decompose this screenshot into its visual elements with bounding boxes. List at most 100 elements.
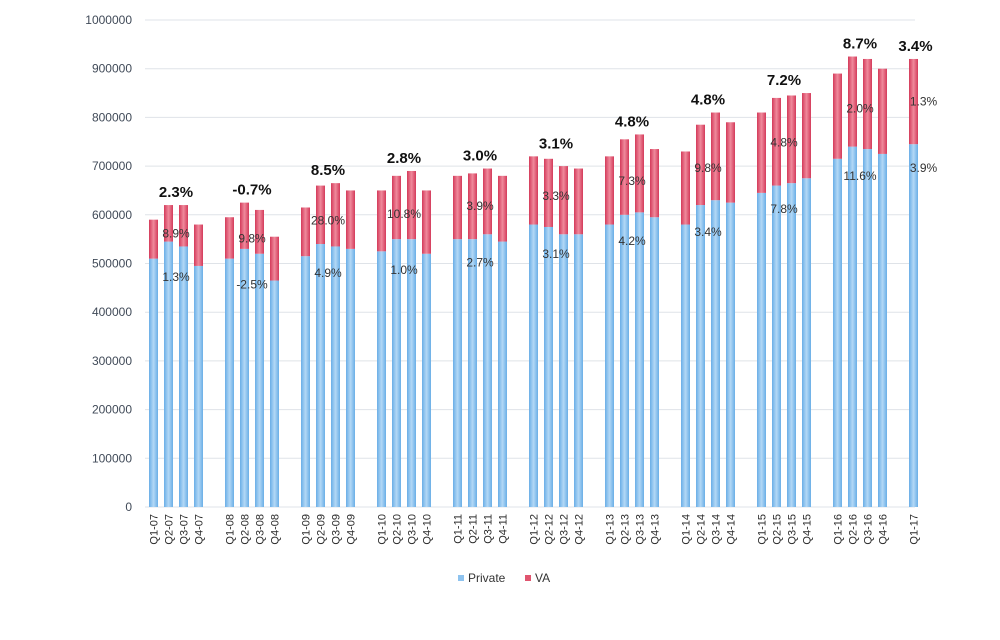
growth-label: 3.1%	[539, 135, 573, 152]
bar-private	[164, 241, 173, 507]
x-tick-label: Q1-11	[453, 514, 465, 544]
growth-label: 4.8%	[691, 92, 725, 109]
bar-private	[909, 144, 918, 507]
bar-private	[453, 239, 462, 507]
growth-label: 7.2%	[767, 72, 801, 89]
x-tick-label: Q4-07	[194, 514, 206, 545]
x-tick-label: Q4-12	[574, 514, 586, 545]
bar-private	[346, 248, 355, 507]
bar-va	[422, 190, 431, 254]
private-growth-label: 2.7%	[466, 256, 494, 270]
y-tick-label: 800000	[92, 110, 132, 124]
bar-va	[802, 93, 811, 179]
growth-label: 2.8%	[387, 150, 421, 167]
bar-private	[772, 185, 781, 507]
x-tick-label: Q2-15	[772, 514, 784, 545]
va-growth-label: 1.3%	[910, 95, 938, 109]
x-tick-label: Q2-07	[164, 514, 176, 545]
private-growth-label: -2.5%	[236, 277, 268, 291]
bar-va	[787, 95, 796, 184]
legend-swatch-private	[458, 575, 464, 581]
va-growth-label: 10.8%	[387, 207, 421, 221]
bar-va	[772, 97, 781, 186]
x-axis-ticks: Q1-07 Q2-07 Q3-07 Q4-07 Q1-08 Q2-08 Q3-08 Q4-08…	[149, 514, 921, 545]
growth-label: 3.0%	[463, 148, 497, 165]
bar-va	[270, 236, 279, 281]
y-tick-label: 900000	[92, 62, 132, 76]
bar-va	[149, 219, 158, 259]
private-growth-label: 3.1%	[542, 247, 570, 261]
y-axis-ticks: 0 100000 200000 300000 400000 500000 600000 700…	[85, 13, 132, 514]
x-tick-label: Q3-14	[711, 514, 723, 545]
x-tick-label: Q1-09	[301, 514, 313, 545]
bar-private	[696, 205, 705, 507]
bar-private	[574, 234, 583, 507]
x-tick-label: Q2-14	[696, 514, 708, 545]
bar-private	[544, 226, 553, 507]
va-growth-label: 3.3%	[542, 189, 570, 203]
bar-private	[833, 158, 842, 508]
bar-va	[909, 58, 918, 145]
growth-label: 8.5%	[311, 162, 345, 179]
x-tick-label: Q4-15	[802, 514, 814, 545]
bar-va	[559, 166, 568, 235]
bar-private	[316, 244, 325, 507]
x-tick-label: Q2-10	[392, 514, 404, 545]
y-tick-label: 300000	[92, 354, 132, 368]
x-tick-label: Q2-11	[468, 514, 480, 544]
x-tick-label: Q1-15	[757, 514, 769, 545]
bar-va	[635, 134, 644, 213]
bar-va	[377, 190, 386, 252]
va-growth-label: 28.0%	[311, 213, 345, 227]
va-growth-label: 3.9%	[466, 199, 494, 213]
bar-va	[711, 112, 720, 201]
bar-va	[726, 122, 735, 203]
private-growth-label: 11.6%	[843, 169, 876, 183]
bar-private	[559, 234, 568, 507]
bar-va	[407, 170, 416, 240]
bar-va	[225, 217, 234, 259]
y-tick-label: 100000	[92, 451, 132, 465]
x-tick-label: Q4-14	[726, 514, 738, 545]
legend-label-va: VA	[535, 571, 550, 585]
bar-private	[483, 234, 492, 507]
x-tick-label: Q2-13	[620, 514, 632, 545]
growth-label: 4.8%	[615, 113, 649, 130]
va-growth-label: 7.3%	[618, 174, 646, 188]
x-tick-label: Q1-12	[529, 514, 541, 545]
private-growth-label: 7.8%	[770, 202, 798, 216]
x-tick-label: Q1-17	[909, 514, 921, 545]
bar-va	[316, 185, 325, 245]
bar-private	[757, 192, 766, 507]
legend: Private VA	[458, 571, 550, 585]
x-tick-label: Q2-16	[848, 514, 860, 545]
x-tick-label: Q1-14	[681, 514, 693, 545]
bar-va	[194, 224, 203, 266]
x-tick-label: Q3-11	[483, 514, 495, 544]
bar-va	[757, 112, 766, 193]
bar-private	[331, 246, 340, 507]
x-tick-label: Q3-07	[179, 514, 191, 545]
bar-va	[453, 175, 462, 240]
va-growth-label: 8.9%	[162, 226, 190, 240]
x-tick-label: Q3-10	[407, 514, 419, 545]
bar-private	[149, 258, 158, 507]
bar-va	[650, 149, 659, 218]
bar-va	[392, 175, 401, 240]
bar-private	[377, 251, 386, 507]
bar-private	[194, 265, 203, 507]
bar-private	[635, 212, 644, 508]
bar-va	[544, 158, 553, 227]
bar-private	[650, 217, 659, 508]
bar-va	[179, 205, 188, 247]
legend-swatch-va	[525, 575, 531, 581]
x-tick-label: Q1-13	[605, 514, 617, 545]
y-tick-label: 200000	[92, 403, 132, 417]
bars	[149, 56, 918, 508]
bar-private	[787, 183, 796, 507]
bar-va	[331, 183, 340, 247]
bar-private	[255, 253, 264, 507]
x-tick-label: Q4-09	[346, 514, 358, 545]
x-tick-label: Q1-16	[833, 514, 845, 545]
